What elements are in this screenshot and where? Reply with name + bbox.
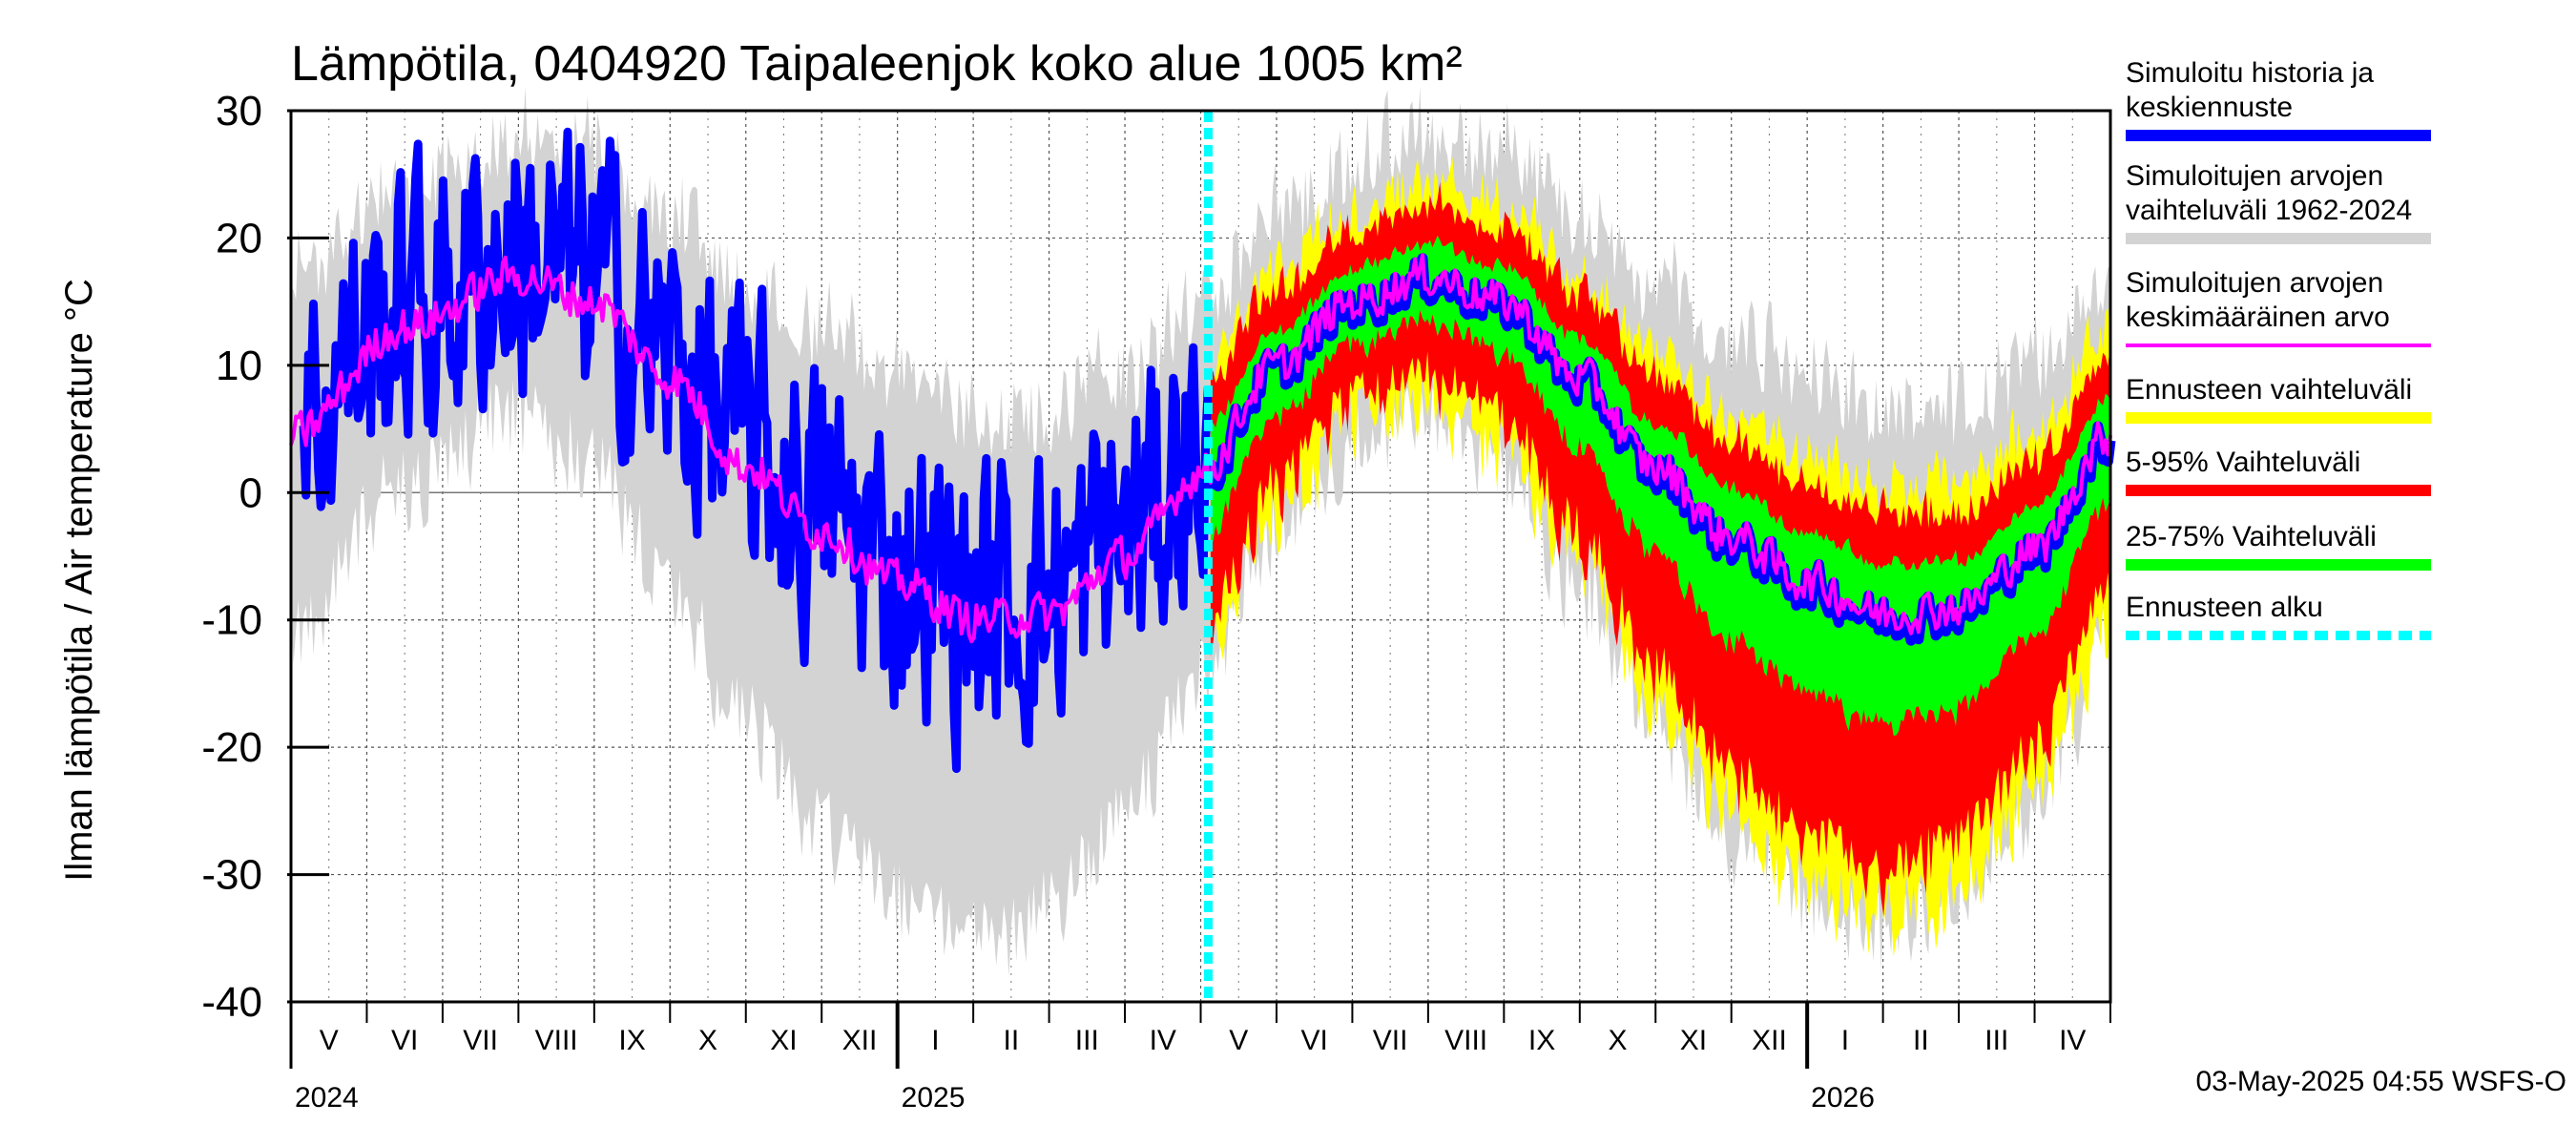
y-tick-label: -40	[201, 979, 262, 1026]
month-label: V	[320, 1025, 339, 1056]
y-axis-label: Ilman lämpötila / Air temperature °C	[58, 279, 100, 882]
chart-title: Lämpötila, 0404920 Taipaleenjok koko alu…	[291, 36, 1463, 92]
legend-label: keskiennuste	[2126, 92, 2293, 123]
y-tick-label: 10	[216, 343, 262, 389]
month-label: IV	[2059, 1025, 2086, 1056]
month-label: X	[1609, 1025, 1628, 1056]
month-label: VII	[1373, 1025, 1408, 1056]
year-label: 2026	[1811, 1082, 1875, 1114]
month-label: II	[1913, 1025, 1929, 1056]
month-label: XII	[842, 1025, 878, 1056]
legend-label: Simuloitu historia ja	[2126, 57, 2374, 89]
legend-label: Simuloitujen arvojen	[2126, 267, 2383, 299]
month-label: I	[1841, 1025, 1849, 1056]
legend-label: 5-95% Vaihteluväli	[2126, 447, 2360, 478]
month-label: VIII	[1444, 1025, 1487, 1056]
footer-timestamp: 03-May-2025 04:55 WSFS-O	[2196, 1066, 2567, 1097]
series-lines	[289, 111, 2116, 1002]
y-tick-label: 0	[239, 469, 262, 516]
legend-label: Ennusteen alku	[2126, 592, 2323, 623]
y-tick-labels: 30 20 10 0 -10 -20 -30 -40	[201, 88, 262, 1026]
y-tick-label: -30	[201, 852, 262, 899]
legend-label: keskimääräinen arvo	[2126, 302, 2390, 333]
month-label: II	[1004, 1025, 1020, 1056]
legend-label: Simuloitujen arvojen	[2126, 160, 2383, 192]
month-label: XI	[770, 1025, 797, 1056]
month-label: IX	[1528, 1025, 1555, 1056]
month-label: VII	[463, 1025, 498, 1056]
y-tick-label: -10	[201, 597, 262, 644]
axes	[287, 109, 2112, 1069]
year-label: 2025	[902, 1082, 966, 1114]
month-label: IV	[1150, 1025, 1176, 1056]
month-label: V	[1229, 1025, 1248, 1056]
month-labels: V VI VII VIII IX X XI XII I II III IV V VI VII VIII IX X X…	[320, 1025, 2087, 1056]
y-tick-label: 30	[216, 88, 262, 135]
year-labels: 2024 2025 2026	[295, 1082, 1875, 1114]
month-label: X	[698, 1025, 717, 1056]
legend-label: Ennusteen vaihteluväli	[2126, 374, 2412, 406]
mean-line	[289, 253, 2112, 644]
month-label: IX	[618, 1025, 645, 1056]
y-tick-label: 20	[216, 215, 262, 261]
year-label: 2024	[295, 1082, 359, 1114]
y-tick-label: -20	[201, 724, 262, 771]
legend-label: 25-75% Vaihteluväli	[2126, 521, 2377, 552]
month-label: I	[931, 1025, 939, 1056]
month-label: III	[1075, 1025, 1099, 1056]
month-label: XII	[1752, 1025, 1787, 1056]
month-label: VIII	[535, 1025, 578, 1056]
history-line	[299, 127, 1213, 774]
month-label: XI	[1680, 1025, 1707, 1056]
month-label: VI	[391, 1025, 418, 1056]
legend-label: vaihteluväli 1962-2024	[2126, 195, 2412, 226]
month-label: III	[1984, 1025, 2008, 1056]
month-label: VI	[1301, 1025, 1328, 1056]
